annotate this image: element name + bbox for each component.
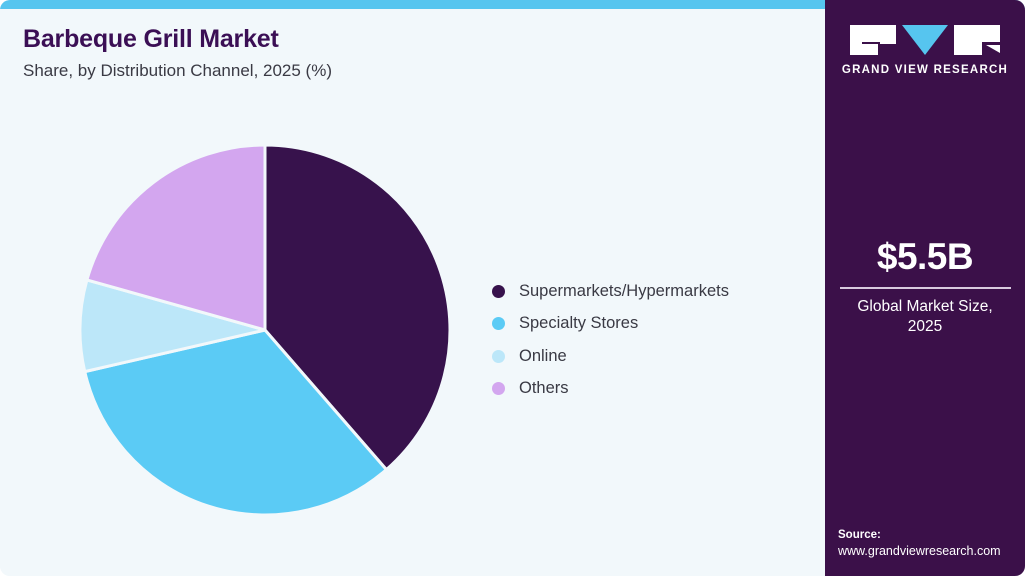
pie-slice-group	[80, 145, 450, 515]
chart-legend: Supermarkets/Hypermarkets Specialty Store…	[492, 275, 729, 405]
legend-item[interactable]: Others	[492, 373, 729, 406]
pie-slice[interactable]	[80, 278, 267, 374]
legend-item-label: Others	[519, 379, 569, 398]
legend-item-label: Online	[519, 346, 567, 365]
side-panel: GRAND VIEW RESEARCH $5.5B Global Market …	[825, 0, 1025, 576]
legend-item[interactable]: Specialty Stores	[492, 308, 729, 341]
legend-item[interactable]: Online	[492, 340, 729, 373]
pie-slice[interactable]	[263, 145, 450, 472]
brand-logo: GRAND VIEW RESEARCH	[825, 25, 1025, 76]
logo-marks	[850, 25, 1000, 55]
chart-main-area: Barbeque Grill Market Share, by Distribu…	[0, 9, 825, 576]
legend-item[interactable]: Supermarkets/Hypermarkets	[492, 275, 729, 308]
legend-color-swatch-icon	[492, 317, 505, 331]
legend-item-label: Specialty Stores	[519, 314, 639, 333]
pie-chart	[80, 145, 450, 515]
title-block: Barbeque Grill Market Share, by Distribu…	[23, 25, 332, 81]
pie-slice[interactable]	[85, 145, 267, 332]
stat-divider	[839, 287, 1011, 289]
stat-caption: Global Market Size, 2025	[857, 297, 993, 336]
page-title: Barbeque Grill Market	[23, 25, 279, 53]
logo-text: GRAND VIEW RESEARCH	[841, 64, 1009, 76]
top-accent-bar	[0, 0, 1025, 9]
legend-color-swatch-icon	[492, 284, 505, 298]
page-subtitle: Share, by Distribution Channel, 2025 (%)	[23, 61, 332, 80]
source-url[interactable]: www.grandviewresearch.com	[838, 544, 1001, 558]
logo-r-icon	[954, 25, 1000, 55]
logo-v-icon	[902, 25, 948, 55]
source-label: Source:	[838, 529, 881, 541]
legend-item-label: Supermarkets/Hypermarkets	[519, 281, 729, 300]
logo-g-icon	[850, 25, 896, 55]
legend-color-swatch-icon	[492, 349, 505, 363]
stat-value: $5.5B	[876, 236, 974, 277]
legend-color-swatch-icon	[492, 382, 505, 396]
stat-block: $5.5B Global Market Size, 2025	[825, 236, 1025, 338]
pie-chart-svg	[80, 145, 450, 515]
pie-slice[interactable]	[83, 328, 388, 515]
source-block: Source: www.grandviewresearch.com	[838, 529, 1025, 558]
